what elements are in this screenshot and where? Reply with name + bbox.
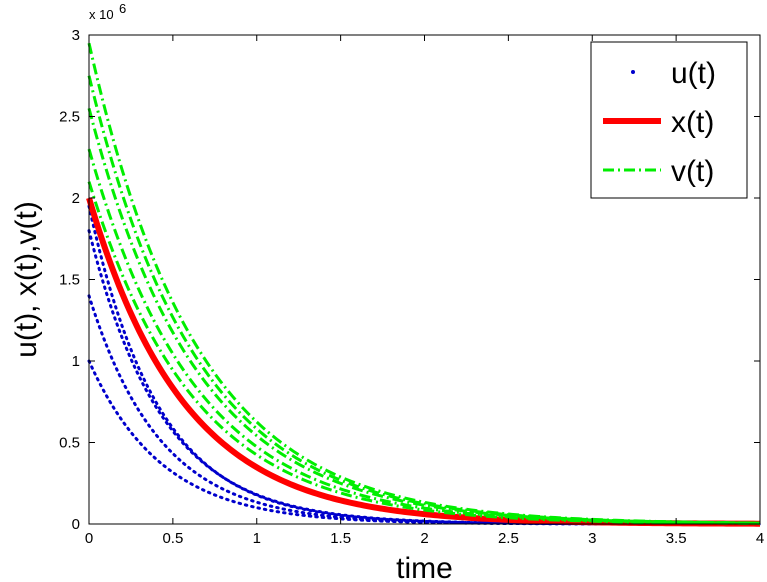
series-line-vt-8 bbox=[87, 75, 761, 525]
y-tick-label: 3 bbox=[72, 27, 80, 44]
y-tick-label: 0.5 bbox=[59, 435, 80, 452]
x-tick-label: 1.5 bbox=[330, 530, 351, 547]
y-tick-label: 1 bbox=[72, 353, 80, 370]
x-tick-label: 4 bbox=[756, 530, 764, 547]
x-tick-label: 3 bbox=[588, 530, 596, 547]
legend: u(t) x(t) v(t) bbox=[590, 41, 748, 199]
legend-label-vt: v(t) bbox=[671, 155, 714, 188]
x-tick-label: 0.5 bbox=[162, 530, 183, 547]
x-tick-label: 0 bbox=[85, 530, 93, 547]
series-line-vt-6 bbox=[87, 148, 761, 525]
legend-label-ut: u(t) bbox=[671, 57, 716, 90]
series-line-vt-9 bbox=[87, 42, 761, 525]
y-tick-label: 2 bbox=[72, 190, 80, 207]
y-multiplier: x 10 bbox=[89, 7, 114, 22]
x-tick-label: 2 bbox=[420, 530, 428, 547]
y-tick-label: 2.5 bbox=[59, 109, 80, 126]
y-tick-label: 0 bbox=[72, 516, 80, 533]
y-axis-label: u(t), x(t),v(t) bbox=[10, 201, 43, 358]
x-tick-label: 2.5 bbox=[498, 530, 519, 547]
ticks-layer: 0 0.5 1 1.5 2 2.5 3 3.5 4 0 0.5 1 1.5 2 2.5 3 bbox=[59, 27, 764, 547]
x-tick-label: 1 bbox=[253, 530, 261, 547]
y-tick-label: 1.5 bbox=[59, 272, 80, 289]
legend-sample-ut bbox=[631, 70, 635, 74]
y-multiplier-exponent: 6 bbox=[119, 1, 126, 16]
x-tick-label: 3.5 bbox=[666, 530, 687, 547]
legend-label-xt: x(t) bbox=[671, 106, 714, 139]
x-axis-label: time bbox=[396, 552, 453, 582]
